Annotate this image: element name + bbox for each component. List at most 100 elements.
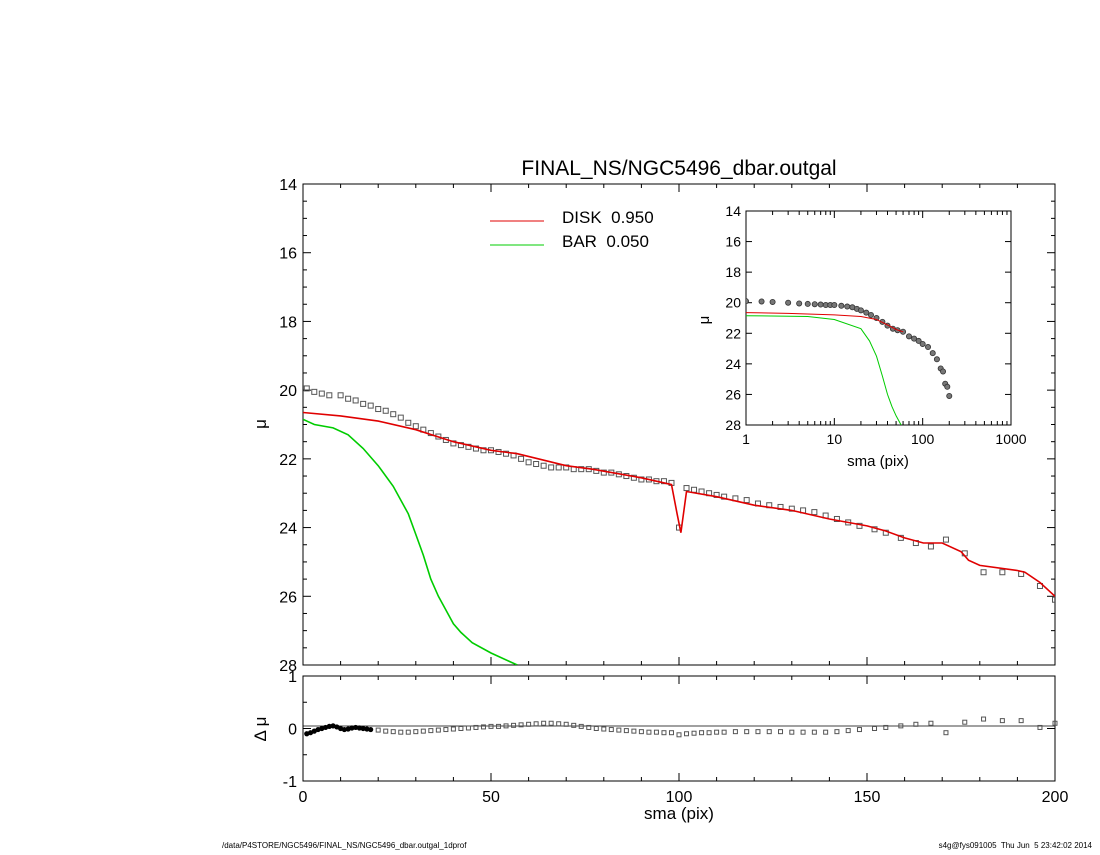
- residual-y-axis-label: Δ μ: [251, 717, 270, 742]
- inset-y-tick-label: 24: [725, 356, 741, 372]
- main-y-tick-label: 28: [279, 658, 297, 675]
- profile-data-point: [390, 411, 397, 418]
- inset-data-point: [905, 333, 912, 340]
- residual-point: [706, 730, 712, 736]
- profile-data-point: [311, 388, 318, 395]
- footer-file-path: /data/P4STORE/NGC5496/FINAL_NS/NGC5496_d…: [222, 841, 467, 850]
- profile-data-point: [405, 419, 412, 426]
- profile-data-point: [927, 543, 934, 550]
- legend-disk-label: DISK 0.950: [562, 208, 654, 227]
- residual-point: [845, 728, 851, 734]
- inset-x-tick-label: 100: [911, 431, 935, 447]
- inset-x-axis-label: sma (pix): [847, 453, 909, 470]
- main-y-tick-label: 26: [279, 589, 297, 606]
- residual-point: [375, 727, 381, 733]
- residual-point: [823, 729, 829, 735]
- residual-point: [856, 727, 862, 733]
- inset-data-point: [925, 344, 932, 351]
- profile-data-point: [533, 461, 540, 468]
- inset-data-point: [758, 298, 765, 305]
- residual-point: [420, 728, 426, 734]
- inset-y-tick-label: 22: [725, 325, 741, 341]
- profile-data-point: [980, 569, 987, 576]
- residual-point: [496, 723, 502, 729]
- profile-data-point: [600, 469, 607, 476]
- residual-point: [563, 721, 569, 727]
- bar-model-line: [303, 418, 518, 665]
- profile-data-point: [743, 497, 750, 504]
- inset-data-point: [844, 303, 851, 310]
- residual-point: [368, 726, 374, 733]
- residual-point: [684, 731, 690, 737]
- disk-model-line: [303, 411, 1055, 597]
- residual-point: [578, 723, 584, 729]
- inset-data-point: [785, 299, 792, 306]
- x-tick-label: 0: [299, 789, 308, 806]
- residual-point: [541, 720, 547, 726]
- profile-data-point: [345, 395, 352, 402]
- residual-point: [405, 729, 411, 735]
- inset-panel: 14 16 18 20 22 24 26 281 10 100 1000 μ sma (pix): [696, 203, 1027, 470]
- residual-point: [699, 730, 705, 736]
- residual-point: [586, 724, 592, 730]
- residual-point: [661, 730, 667, 736]
- inset-data-point: [944, 383, 951, 390]
- inset-data-point: [769, 298, 776, 305]
- residual-point: [811, 729, 817, 735]
- inset-y-tick-label: 20: [725, 295, 741, 311]
- inset-data-point: [831, 302, 838, 309]
- inset-data-point: [946, 392, 953, 399]
- residual-point: [383, 728, 389, 734]
- residual-point: [766, 729, 772, 735]
- main-y-tick-label: 18: [279, 314, 297, 331]
- residual-point: [638, 729, 644, 735]
- profile-data-point: [578, 466, 585, 473]
- inset-disk-line: [746, 312, 904, 333]
- residual-point: [593, 726, 599, 731]
- residual-point: [526, 721, 532, 727]
- residual-point: [800, 729, 806, 735]
- residual-point: [898, 723, 904, 729]
- main-panel: FINAL_NS/NGC5496_dbar.outgal 14 16 18 20 22 2…: [251, 157, 1056, 675]
- inset-y-tick-label: 16: [725, 234, 741, 250]
- profile-data-point: [412, 423, 419, 430]
- main-series-group: [303, 385, 1055, 665]
- residual-point: [721, 729, 727, 735]
- profile-data-point: [691, 486, 698, 493]
- main-axis-ticks: 14 16 18 20 22 24 26 28: [279, 177, 1056, 675]
- residual-point: [548, 720, 554, 726]
- profile-data-point: [811, 509, 818, 516]
- inset-data-point: [746, 298, 749, 305]
- profile-data-point: [518, 455, 525, 462]
- x-tick-label: 50: [482, 789, 500, 806]
- x-axis-label: sma (pix): [644, 804, 714, 823]
- inset-data-point: [940, 368, 947, 375]
- residual-point: [778, 729, 784, 735]
- inset-y-tick-label: 18: [725, 264, 741, 280]
- residual-point: [732, 729, 738, 735]
- profile-data-point: [630, 474, 637, 481]
- residual-point: [913, 721, 919, 727]
- inset-data-point: [796, 300, 803, 307]
- profile-data-point: [318, 390, 325, 397]
- inset-data-point: [915, 337, 922, 344]
- main-y-tick-label: 20: [279, 383, 297, 400]
- profile-data-point: [540, 462, 547, 469]
- profile-data-point: [352, 397, 359, 404]
- inset-data-point: [804, 300, 811, 307]
- profile-data-point: [397, 414, 404, 421]
- residual-point: [789, 729, 795, 735]
- profile-data-point: [683, 485, 690, 492]
- main-y-tick-label: 22: [279, 452, 297, 469]
- main-y-tick-label: 24: [279, 521, 297, 538]
- profile-data-point: [833, 515, 840, 522]
- residual-point: [691, 730, 697, 736]
- profile-data-point: [1052, 596, 1055, 603]
- profile-data-point: [942, 536, 949, 543]
- profile-data-point: [337, 392, 344, 399]
- x-tick-label: 100: [666, 789, 693, 806]
- inset-axis-ticks: 14 16 18 20 22 24 26 281 10 100 1000: [725, 203, 1026, 447]
- profile-data-point: [999, 569, 1006, 576]
